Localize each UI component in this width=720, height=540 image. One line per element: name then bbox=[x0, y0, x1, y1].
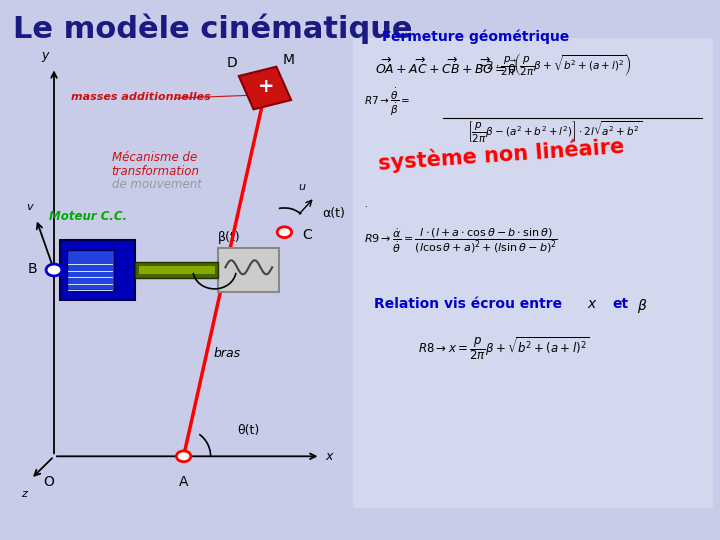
Text: O: O bbox=[42, 475, 54, 489]
Text: $\left[\dfrac{p}{2\pi}\beta-\left(a^2+b^2+l^2\right)\right]\cdot 2l\sqrt{a^2+b^2: $\left[\dfrac{p}{2\pi}\beta-\left(a^2+b^… bbox=[467, 120, 642, 145]
Text: Le modèle cinématique: Le modèle cinématique bbox=[13, 14, 413, 44]
Text: système non linéaire: système non linéaire bbox=[378, 135, 626, 174]
FancyBboxPatch shape bbox=[139, 266, 215, 274]
Text: C: C bbox=[302, 228, 312, 242]
Text: de mouvement: de mouvement bbox=[112, 178, 202, 191]
Text: $\cdot$: $\cdot$ bbox=[364, 200, 367, 209]
FancyBboxPatch shape bbox=[67, 250, 114, 290]
Text: $R8\rightarrow x=\dfrac{p}{2\pi}\beta+\sqrt{b^2+(a+l)^2}$: $R8\rightarrow x=\dfrac{p}{2\pi}\beta+\s… bbox=[418, 335, 589, 362]
Text: transformation: transformation bbox=[112, 165, 199, 178]
Text: z: z bbox=[21, 489, 27, 499]
Text: M: M bbox=[283, 53, 295, 68]
Text: masses additionnelles: masses additionnelles bbox=[71, 92, 210, 102]
Text: D: D bbox=[227, 56, 237, 70]
FancyBboxPatch shape bbox=[60, 240, 135, 300]
Text: +: + bbox=[258, 77, 274, 97]
Text: bras: bras bbox=[213, 347, 240, 360]
Text: B: B bbox=[27, 262, 37, 276]
FancyBboxPatch shape bbox=[353, 38, 713, 508]
Text: α(t): α(t) bbox=[322, 207, 345, 220]
Circle shape bbox=[46, 264, 62, 276]
FancyBboxPatch shape bbox=[239, 66, 291, 110]
Text: $R7\rightarrow\dfrac{\dot{\theta}}{\dot{\beta}}=$: $R7\rightarrow\dfrac{\dot{\theta}}{\dot{… bbox=[364, 86, 410, 118]
Text: Mécanisme de: Mécanisme de bbox=[112, 151, 197, 164]
Text: θ(t): θ(t) bbox=[238, 424, 260, 437]
Text: $R9\rightarrow\dfrac{\dot{\alpha}}{\dot{\theta}}=\dfrac{l\cdot(l+a\cdot\cos\thet: $R9\rightarrow\dfrac{\dot{\alpha}}{\dot{… bbox=[364, 227, 557, 255]
Text: A: A bbox=[179, 475, 189, 489]
Text: $\beta$: $\beta$ bbox=[637, 297, 647, 315]
Circle shape bbox=[277, 227, 292, 238]
Text: β(t): β(t) bbox=[218, 231, 240, 244]
Text: $\overrightarrow{OA}+\overrightarrow{AC}+\overrightarrow{CB}+\overrightarrow{BO}: $\overrightarrow{OA}+\overrightarrow{AC}… bbox=[375, 57, 518, 77]
Text: Fermeture géométrique: Fermeture géométrique bbox=[382, 30, 569, 44]
Text: y: y bbox=[41, 49, 48, 62]
Text: et: et bbox=[612, 297, 628, 311]
Text: $-2\cdot\dfrac{p}{2\pi}\!\left(\dfrac{p}{2\pi}\beta+\sqrt{b^2+(a+l)^2}\right)$: $-2\cdot\dfrac{p}{2\pi}\!\left(\dfrac{p}… bbox=[477, 51, 631, 78]
FancyBboxPatch shape bbox=[218, 248, 279, 292]
Text: u: u bbox=[298, 181, 305, 192]
Circle shape bbox=[176, 451, 191, 462]
Text: Relation vis écrou entre: Relation vis écrou entre bbox=[374, 297, 562, 311]
Text: $x$: $x$ bbox=[587, 297, 598, 311]
FancyBboxPatch shape bbox=[135, 262, 218, 278]
Text: x: x bbox=[325, 450, 333, 463]
Text: Moteur C.C.: Moteur C.C. bbox=[49, 210, 127, 222]
Text: v: v bbox=[27, 202, 33, 212]
